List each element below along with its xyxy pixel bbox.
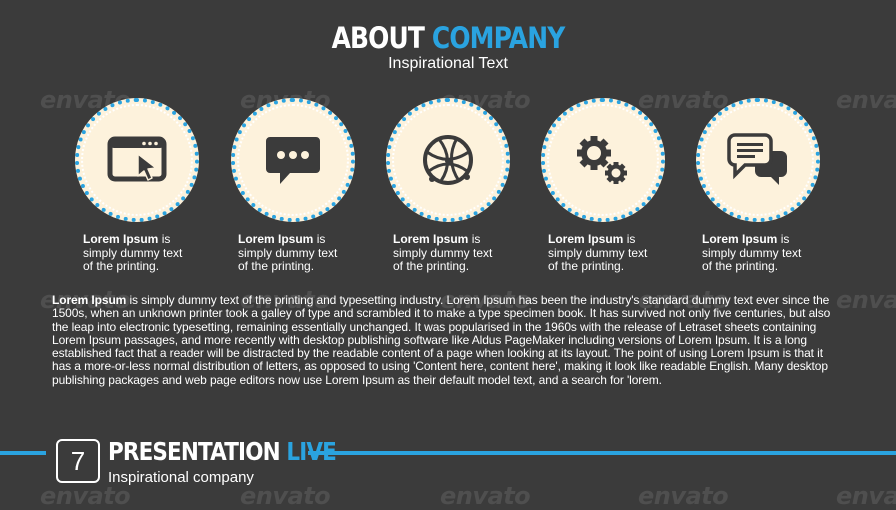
- browser-cursor-icon: [107, 136, 167, 182]
- feature-text-3: Lorem Ipsum is simply dummy text of the …: [393, 232, 533, 274]
- footer-line-left: [0, 451, 46, 455]
- feature-line3: of the printing.: [238, 259, 315, 273]
- feature-bold: Lorem Ipsum: [393, 232, 469, 246]
- feature-bold: Lorem Ipsum: [548, 232, 624, 246]
- feature-text-1: Lorem Ipsum is simply dummy text of the …: [83, 232, 223, 274]
- watermark: envato: [40, 482, 131, 510]
- page-title: ABOUT COMPANY: [63, 20, 834, 56]
- watermark: envato: [440, 286, 531, 314]
- feature-line3: of the printing.: [702, 259, 779, 273]
- footer-title-part2: LIVE: [286, 437, 336, 466]
- feature-line2: simply dummy text: [238, 245, 338, 260]
- watermark: envato: [836, 482, 896, 510]
- watermark: envato: [836, 86, 896, 114]
- feature-text-4: Lorem Ipsum is simply dummy text of the …: [548, 232, 688, 274]
- page-subtitle: Inspirational Text: [388, 55, 508, 72]
- watermark: envato: [240, 286, 331, 314]
- feature-bold: Lorem Ipsum: [702, 232, 778, 246]
- feature-circle-2: [231, 98, 355, 222]
- feature-circle-4: [541, 98, 665, 222]
- feature-bold: Lorem Ipsum: [83, 232, 159, 246]
- title-part2: COMPANY: [431, 21, 565, 55]
- footer-title: PRESENTATION LIVE: [108, 436, 337, 468]
- feature-circle-3: [386, 98, 510, 222]
- title-part1: ABOUT: [331, 21, 425, 55]
- feature-rest: is: [158, 232, 171, 246]
- footer-line-right: [308, 451, 896, 455]
- feature-line3: of the printing.: [83, 259, 160, 273]
- gears-icon: [577, 136, 627, 184]
- conversation-bubbles-icon: [727, 133, 787, 185]
- footer-title-part1: PRESENTATION: [108, 437, 281, 466]
- feature-line2: simply dummy text: [702, 245, 802, 260]
- watermark: envato: [638, 482, 729, 510]
- feature-rest: is: [777, 232, 790, 246]
- feature-rest: is: [313, 232, 326, 246]
- feature-line2: simply dummy text: [83, 245, 183, 260]
- footer-subtitle: Inspirational company: [108, 469, 254, 486]
- watermark: envato: [240, 482, 331, 510]
- feature-line2: simply dummy text: [393, 245, 493, 260]
- feature-bold: Lorem Ipsum: [238, 232, 314, 246]
- body-bold: Lorem Ipsum: [52, 293, 127, 307]
- globe-network-icon: [423, 135, 473, 185]
- watermark: envato: [440, 482, 531, 510]
- feature-line2: simply dummy text: [548, 245, 648, 260]
- chat-bubble-dots-icon: [266, 137, 320, 184]
- feature-line3: of the printing.: [393, 259, 470, 273]
- watermark: envato: [40, 286, 131, 314]
- feature-line3: of the printing.: [548, 259, 625, 273]
- feature-text-5: Lorem Ipsum is simply dummy text of the …: [702, 232, 842, 274]
- feature-circle-5: [696, 98, 820, 222]
- feature-circle-1: [75, 98, 199, 222]
- body-paragraph: Lorem Ipsum is simply dummy text of the …: [52, 293, 842, 387]
- watermark: envato: [638, 86, 729, 114]
- feature-rest: is: [468, 232, 481, 246]
- feature-text-2: Lorem Ipsum is simply dummy text of the …: [238, 232, 378, 274]
- feature-rest: is: [623, 232, 636, 246]
- watermark: envato: [638, 286, 729, 314]
- body-text: is simply dummy text of the printing and…: [52, 293, 831, 387]
- watermark: envato: [836, 286, 896, 314]
- slide-number: 7: [56, 439, 100, 483]
